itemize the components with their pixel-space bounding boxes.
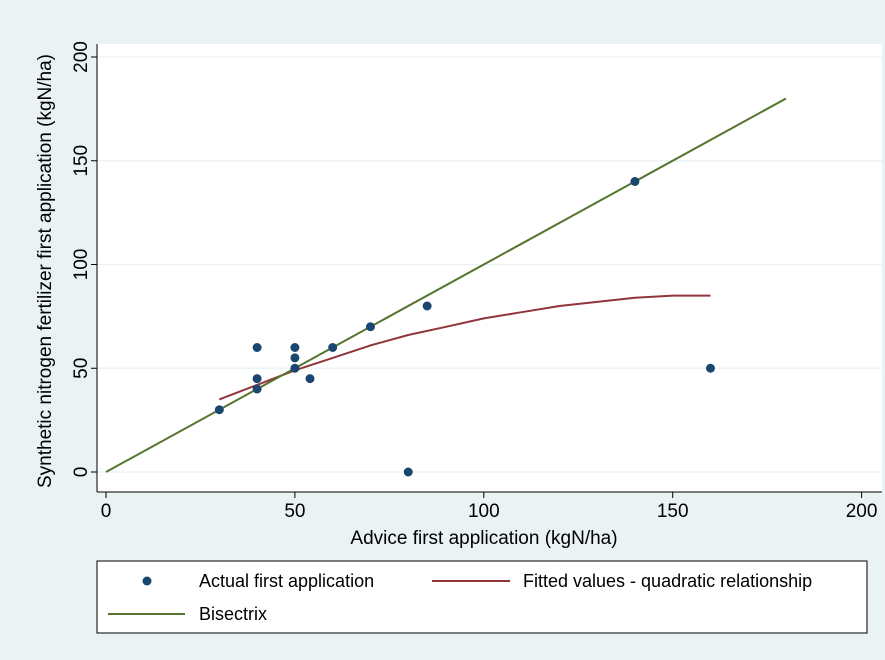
data-point-actual-first-application-11 [422, 301, 432, 311]
data-point-actual-first-application-8 [328, 343, 338, 352]
data-point-actual-first-application-1 [252, 384, 262, 394]
legend-marker-actual [142, 576, 152, 586]
y-tick-label-50: 50 [71, 358, 92, 379]
data-point-actual-first-application-7 [305, 374, 315, 384]
y-axis-title: Synthetic nitrogen fertilizer first appl… [35, 54, 56, 488]
data-point-actual-first-application-12 [630, 177, 640, 186]
data-point-actual-first-application-3 [252, 343, 262, 352]
x-tick-label-0: 0 [101, 501, 112, 522]
y-tick-label-150: 150 [71, 145, 92, 177]
legend-box [96, 560, 868, 634]
x-tick-label-150: 150 [657, 501, 689, 522]
data-point-actual-first-application-10 [403, 467, 413, 477]
x-tick-label-100: 100 [468, 501, 500, 522]
y-tick-label-0: 0 [71, 467, 92, 478]
data-point-actual-first-application-13 [705, 363, 715, 373]
gridlines [97, 56, 882, 473]
data-point-actual-first-application-9 [365, 322, 375, 332]
x-axis-title: Advice first application (kgN/ha) [350, 528, 617, 549]
series [105, 97, 787, 477]
legend-label-bisectrix: Bisectrix [199, 604, 267, 624]
legend-label-fitted: Fitted values - quadratic relationship [523, 571, 812, 591]
x-tick-label-50: 50 [284, 501, 305, 522]
x-tick-label-200: 200 [846, 501, 878, 522]
legend-label-actual: Actual first application [199, 571, 374, 591]
y-tick-label-100: 100 [71, 249, 92, 281]
axes: 0 50 100 150 200 0 50 100 150 200 [71, 41, 882, 522]
y-tick-label-200: 200 [71, 41, 92, 73]
data-point-actual-first-application-0 [214, 405, 224, 415]
data-point-actual-first-application-6 [290, 343, 300, 352]
series-line-fitted-values-quadratic-relationship [218, 294, 711, 401]
legend: Actual first application Fitted values -… [96, 560, 868, 634]
data-point-actual-first-application-4 [290, 363, 300, 373]
data-point-actual-first-application-2 [252, 374, 262, 384]
data-point-actual-first-application-5 [290, 353, 300, 363]
